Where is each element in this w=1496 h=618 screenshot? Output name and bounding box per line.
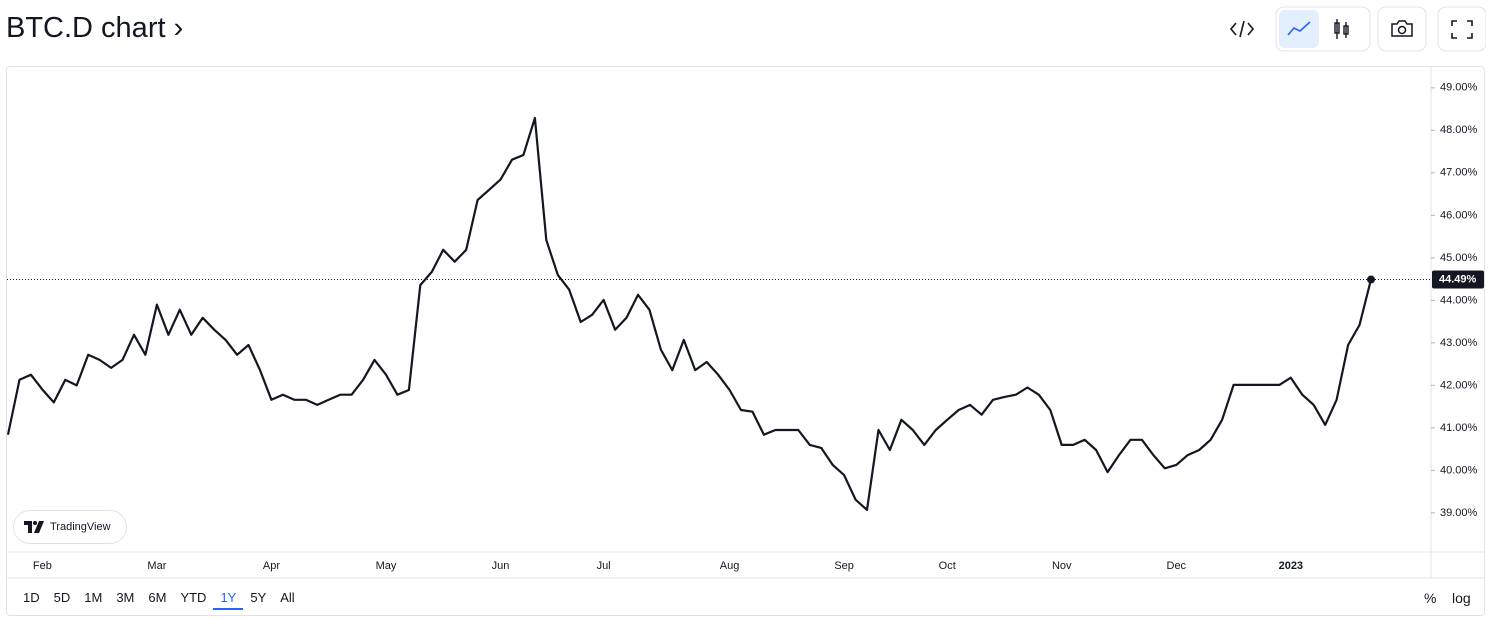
y-tick-label: 45.00% — [1440, 252, 1478, 264]
x-tick-label: May — [376, 560, 397, 572]
range-button[interactable]: 6M — [148, 590, 167, 605]
x-tick-label: Aug — [720, 560, 740, 572]
y-tick-label: 39.00% — [1440, 507, 1478, 519]
y-tick-label: 42.00% — [1440, 379, 1478, 391]
last-price-box — [1432, 270, 1484, 289]
percent-toggle[interactable]: % — [1424, 590, 1437, 606]
fullscreen-button[interactable] — [1437, 6, 1486, 52]
snapshot-button[interactable] — [1377, 6, 1427, 52]
candle-style-button[interactable] — [1334, 19, 1349, 39]
x-tick-label: Feb — [33, 560, 52, 572]
y-tick-label: 40.00% — [1440, 464, 1478, 476]
price-line — [6, 116, 1373, 511]
y-tick-label: 47.00% — [1440, 167, 1478, 179]
range-button[interactable]: 1D — [23, 590, 40, 605]
y-tick-label: 44.00% — [1440, 294, 1478, 306]
range-button[interactable]: 1Y — [213, 586, 244, 610]
line-style-button[interactable] — [1279, 10, 1319, 48]
range-buttons: 1D 5D 1M 3M 6M YTD 1Y 5Y All — [16, 586, 302, 610]
y-tick-label: 41.00% — [1440, 422, 1478, 434]
range-button[interactable]: 5D — [53, 590, 71, 605]
chart-frame — [6, 66, 1485, 616]
last-price-label: 44.49% — [1439, 273, 1477, 285]
x-tick-label: Jun — [492, 560, 510, 572]
x-tick-label: Oct — [939, 560, 956, 572]
y-tick-label: 48.00% — [1440, 124, 1478, 136]
range-button[interactable]: 5Y — [250, 590, 267, 605]
x-tick-label: Jul — [597, 560, 611, 572]
x-tick-label: Apr — [263, 560, 280, 572]
embed-button[interactable] — [1229, 20, 1255, 38]
x-tick-label: 2023 — [1279, 560, 1303, 572]
chart-title[interactable]: BTC.D chart › — [6, 12, 184, 44]
y-tick-label: 46.00% — [1440, 209, 1478, 221]
x-tick-label: Dec — [1167, 560, 1187, 572]
x-tick-label: Mar — [147, 560, 166, 572]
range-button[interactable]: 3M — [116, 590, 135, 605]
watermark-logo — [24, 521, 44, 533]
range-button[interactable]: All — [280, 590, 295, 605]
range-button[interactable]: YTD — [180, 590, 207, 605]
watermark[interactable]: TradingView — [14, 511, 126, 543]
range-button[interactable]: 1M — [84, 590, 103, 605]
toolbar — [1229, 6, 1486, 52]
last-point — [1367, 275, 1375, 284]
y-tick-label: 49.00% — [1440, 82, 1478, 94]
x-tick-label: Nov — [1052, 560, 1072, 572]
log-toggle[interactable]: log — [1452, 590, 1471, 606]
x-tick-label: Sep — [834, 560, 854, 572]
y-tick-label: 43.00% — [1440, 337, 1478, 349]
watermark-text: TradingView — [50, 521, 111, 533]
